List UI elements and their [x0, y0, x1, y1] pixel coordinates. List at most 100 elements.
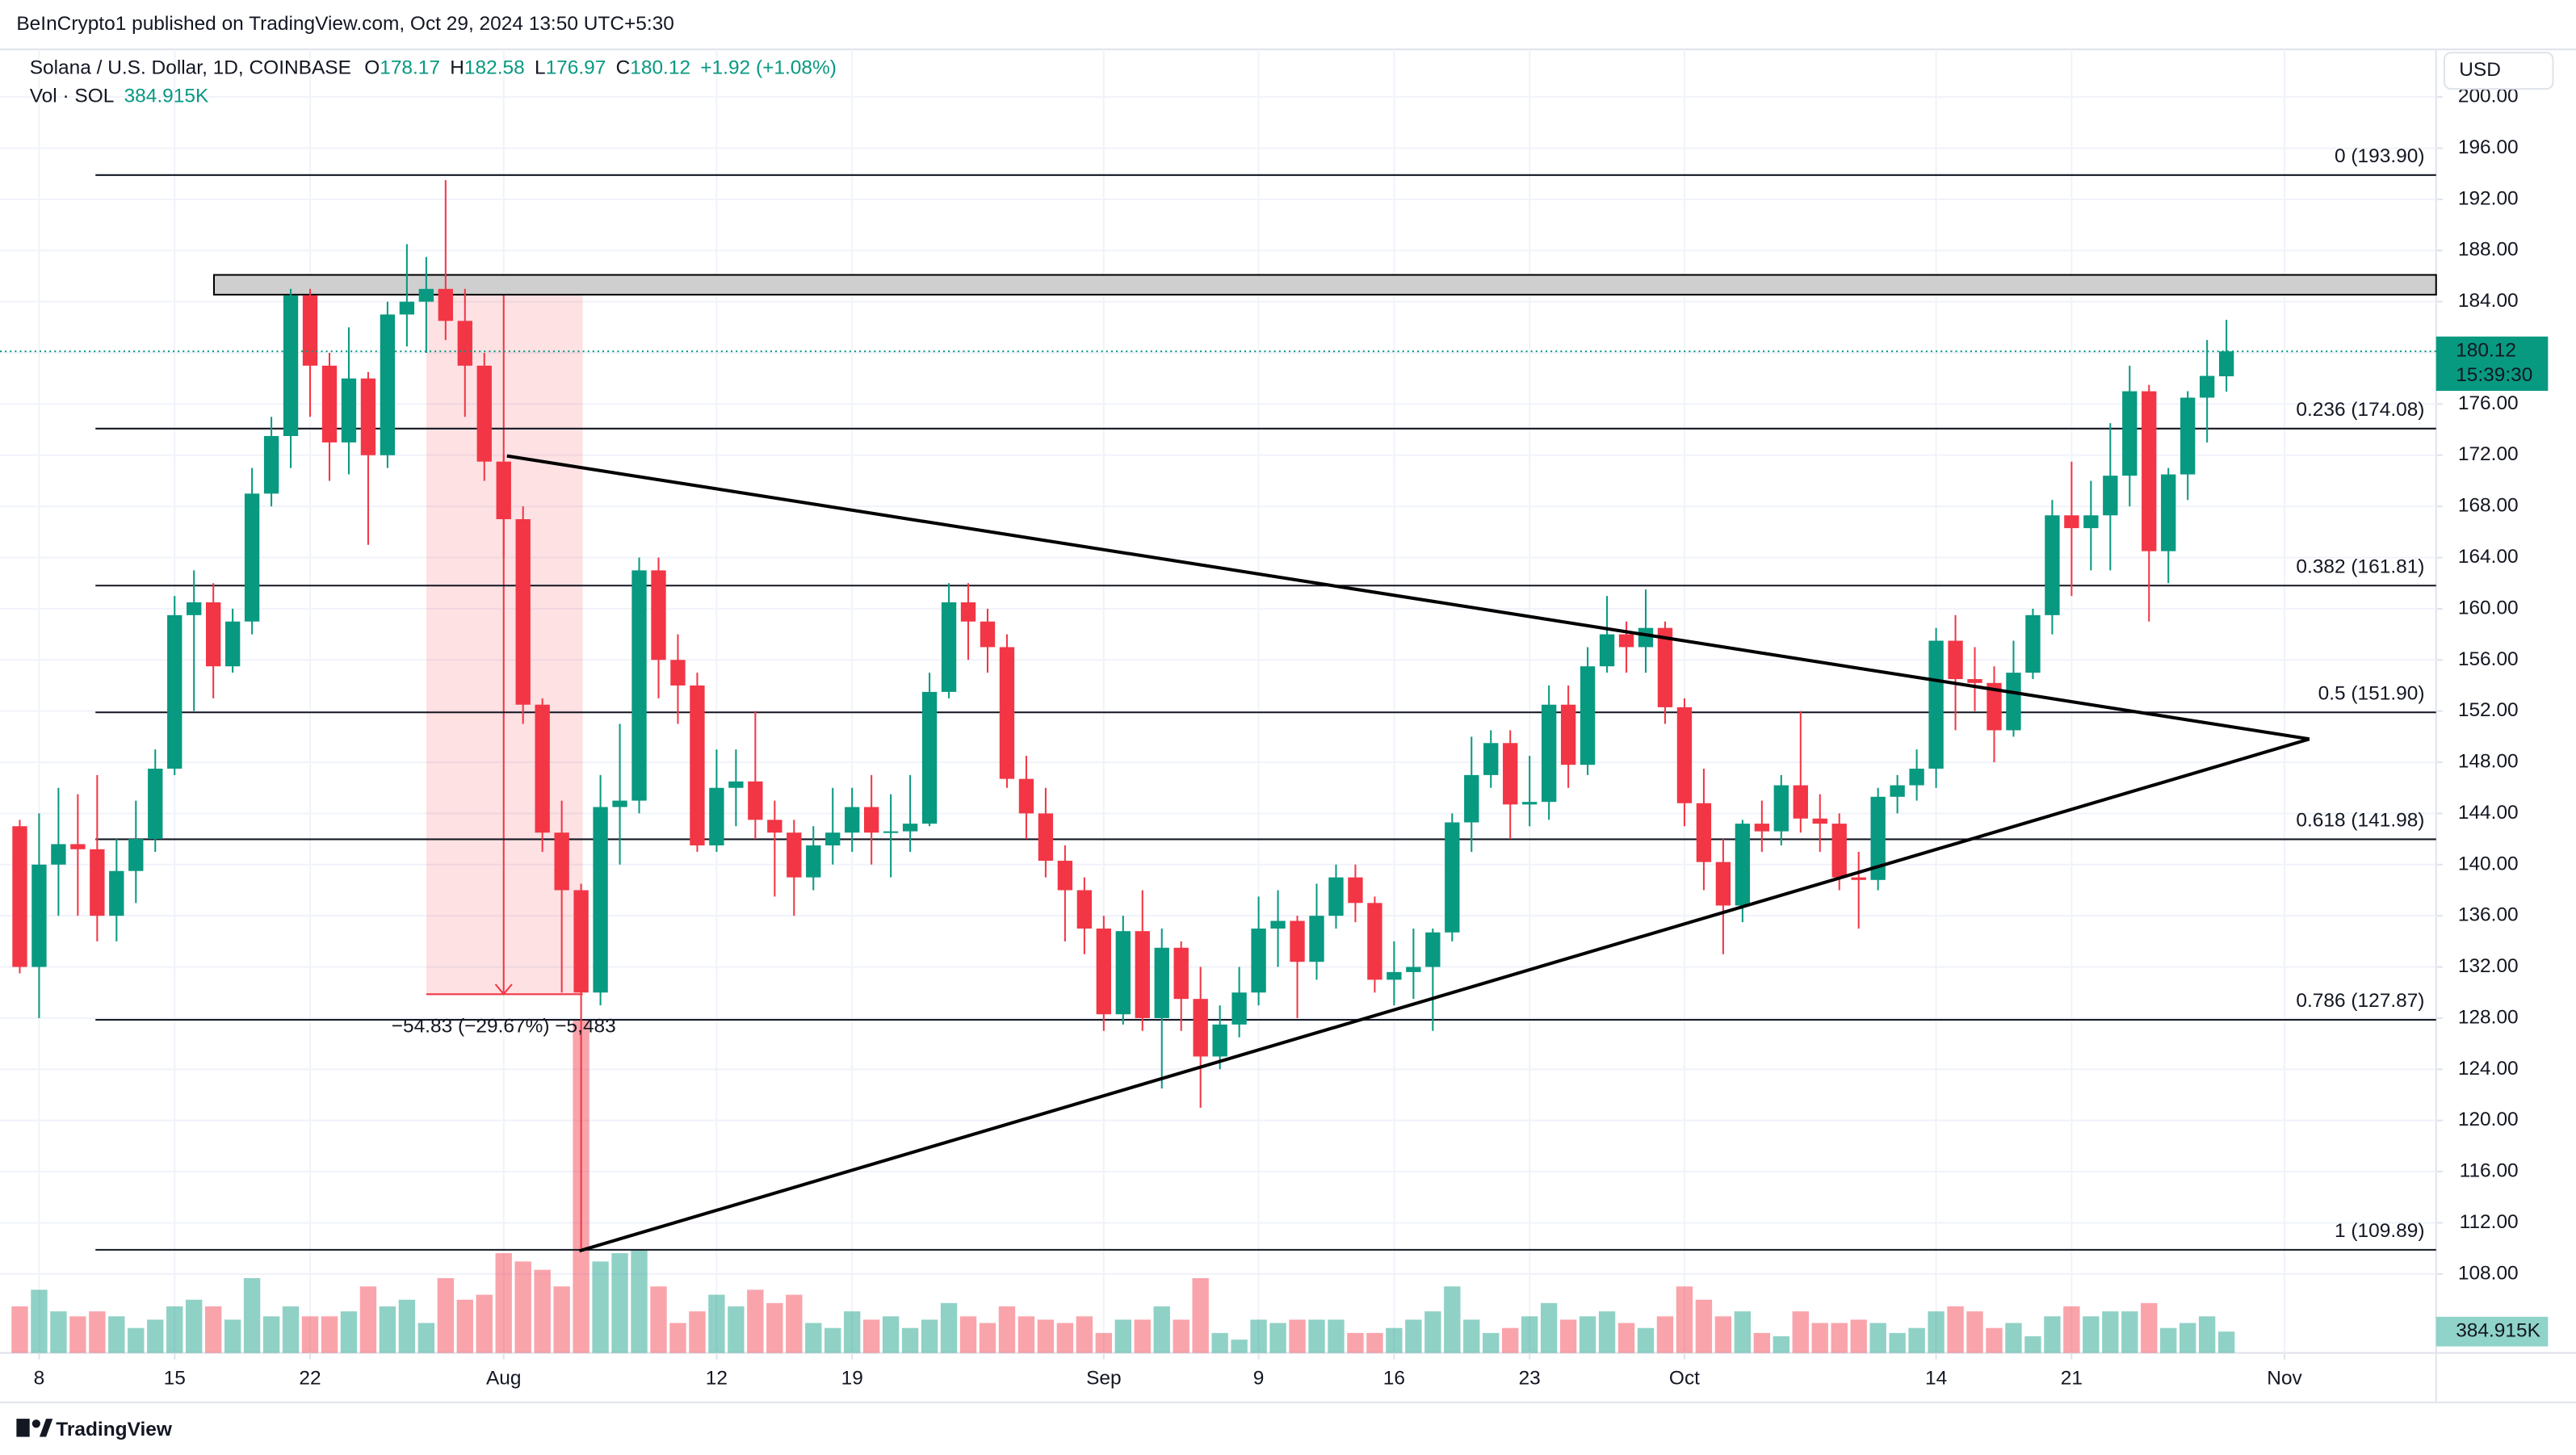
volume-bar [456, 1299, 473, 1353]
candle-body [1038, 813, 1054, 862]
candle-body [1173, 947, 1189, 1000]
volume-bar [1463, 1319, 1480, 1353]
volume-bar [1037, 1319, 1055, 1353]
currency[interactable]: USD [2459, 59, 2501, 81]
candle-body [399, 301, 415, 315]
candle-body [380, 314, 396, 455]
candle-body [883, 831, 899, 833]
candle-body [612, 800, 627, 807]
candle-body [1290, 920, 1305, 962]
candle-body [1503, 743, 1518, 805]
x-tick-label: Nov [2267, 1368, 2302, 1390]
y-tick-label: 176.00 [2458, 392, 2519, 414]
candle-body [2142, 391, 2157, 551]
brand-logo-dot [31, 1419, 40, 1428]
volume-bar [1366, 1332, 1383, 1353]
candle-body [1115, 931, 1131, 1015]
candle-body [244, 493, 260, 622]
volume-bar [998, 1306, 1016, 1353]
y-tick-label: 144.00 [2458, 802, 2519, 824]
volume-tag-label: 384.915K [2456, 1320, 2540, 1342]
candle-body [941, 602, 957, 692]
measure-label: −54.83 (−29.67%) −5,483 [392, 1015, 616, 1037]
candles [12, 180, 2234, 1249]
candle-body [806, 845, 821, 878]
candle-body [573, 890, 589, 993]
price-tag [2435, 336, 2549, 392]
volume-bar [979, 1323, 996, 1353]
volume-bar [2180, 1323, 2196, 1353]
volume-bar [1134, 1319, 1151, 1353]
volume-bar [1095, 1332, 1113, 1353]
countdown-label: 15:39:30 [2456, 364, 2532, 386]
fib-label: 0.236 (174.08) [2296, 399, 2424, 421]
legend-symbol: Solana / U.S. Dollar, 1D, COINBASE [30, 57, 351, 79]
candle-body [283, 295, 299, 437]
candle-body [1406, 967, 1421, 972]
candle-body [1135, 931, 1150, 1018]
candle-body [2199, 375, 2215, 398]
y-tick-label: 124.00 [2458, 1058, 2519, 1080]
volume-bar [786, 1294, 803, 1353]
volume-bar [2160, 1327, 2177, 1353]
candle-body [515, 519, 531, 705]
candle-body [1676, 707, 1693, 803]
candle-body [535, 704, 550, 833]
volume-bar [1714, 1316, 1732, 1353]
volume-bar [476, 1294, 493, 1353]
candle-body [224, 621, 241, 667]
volume-tag [2435, 1316, 2549, 1347]
volume-bar [1792, 1311, 1809, 1353]
candle-body [1754, 824, 1770, 832]
volume-bar [1928, 1311, 1945, 1353]
legend-value: 178.17 [380, 57, 440, 79]
candle-body [321, 365, 338, 442]
volume-bar [166, 1306, 183, 1353]
candle-body [1715, 862, 1731, 906]
candle-body [302, 295, 318, 366]
volume-bar [1617, 1323, 1635, 1353]
candle-body [128, 839, 144, 871]
legend-value: 180.12 [630, 57, 690, 79]
volume-bar [862, 1319, 880, 1353]
volume-bar [2121, 1311, 2138, 1353]
candle-body [187, 602, 202, 615]
volume-bar [243, 1277, 261, 1353]
y-tick-label: 192.00 [2458, 187, 2519, 209]
volume-bar [1656, 1316, 1674, 1353]
legend-key: H [450, 57, 464, 79]
candle-body [2180, 397, 2196, 475]
legend-value: 182.58 [464, 57, 525, 79]
candle-body [457, 321, 472, 366]
volume-bar [669, 1323, 686, 1353]
candle-body [1851, 877, 1866, 880]
y-tick-label: 148.00 [2458, 751, 2519, 773]
fib-label: 0.5 (151.90) [2318, 682, 2425, 704]
volume-bar [2141, 1302, 2158, 1353]
candle-body [1909, 768, 1924, 786]
candle-body [787, 832, 802, 878]
fib-retracement: 0 (193.90) 0.236 (174.08) 0.382 (161.81) 0.… [95, 145, 2436, 1251]
candle-body [1057, 861, 1073, 891]
volume-bar [1947, 1306, 1964, 1353]
volume-bar [844, 1311, 861, 1353]
volume-bar [514, 1261, 531, 1353]
volume-bar [1328, 1319, 1345, 1353]
volume-bar [262, 1316, 280, 1353]
currency-button[interactable] [2443, 52, 2554, 90]
candle-body [90, 849, 105, 916]
volume-bar [398, 1299, 416, 1353]
volume-bar [1986, 1327, 2003, 1353]
legend-key: O [364, 57, 380, 79]
legend-value: 176.97 [546, 57, 606, 79]
candle-body [1367, 903, 1382, 980]
axes: 200.00196.00192.00188.00184.00180.00176.… [34, 86, 2519, 1390]
x-tick-label: Oct [1669, 1368, 1700, 1390]
candle-body [496, 461, 511, 520]
volume-bar [1173, 1319, 1189, 1353]
volume-title: Vol · SOL [30, 86, 115, 107]
candle-body [148, 768, 163, 840]
candle-body [999, 647, 1015, 779]
